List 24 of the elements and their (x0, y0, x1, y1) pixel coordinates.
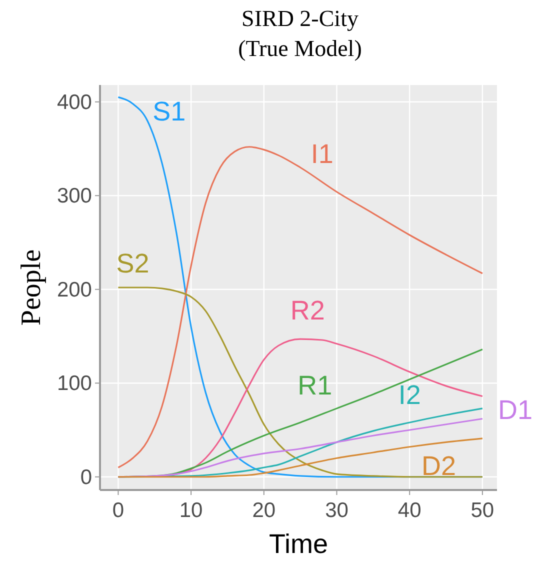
series-label: D1 (498, 394, 532, 425)
y-tick-label: 300 (56, 184, 92, 208)
y-axis-title: People (16, 249, 47, 326)
y-tick-label: 400 (56, 90, 92, 114)
y-tick-label: 200 (56, 278, 92, 302)
x-tick-label: 0 (112, 499, 124, 522)
y-tick-label: 0 (80, 466, 92, 489)
x-tick-label: 20 (252, 499, 276, 522)
chart-title: SIRD 2-City (True Model) (238, 6, 362, 61)
x-tick-label: 10 (179, 499, 203, 522)
series-label: S2 (116, 248, 150, 278)
series-label: I1 (310, 138, 334, 169)
line-series (117, 286, 484, 478)
x-tick-label: 30 (325, 499, 348, 522)
series-label: R1 (298, 370, 332, 400)
line-series (117, 438, 484, 478)
x-tick-label: 40 (398, 499, 422, 522)
x-axis-title: Time (269, 529, 328, 559)
series-label: D2 (421, 451, 456, 481)
series-label: I2 (398, 380, 421, 410)
series-label: R2 (290, 295, 325, 326)
y-tick-label: 100 (56, 372, 92, 396)
series-label: S1 (152, 96, 186, 127)
x-tick-label: 50 (470, 499, 494, 522)
